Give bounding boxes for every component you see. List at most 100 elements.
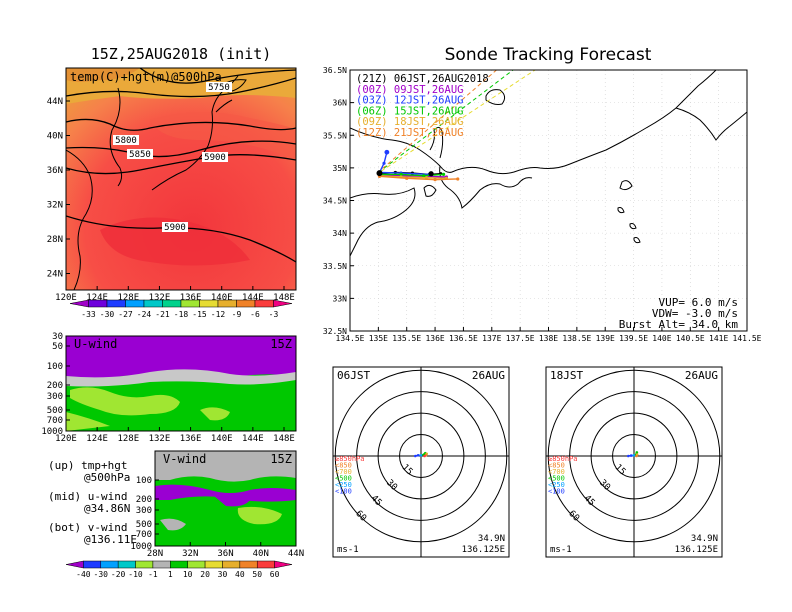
temp500-colorbar-label: -24 [137,310,152,319]
temp500-colorbar-label: -33 [81,310,96,319]
track-title: Sonde Tracking Forecast [445,45,652,65]
track-x-tick-label: 137.5E [506,334,535,343]
temp500-x-ticks: 120E 124E 128E 132E 136E 140E 144E 148E [55,286,295,303]
uwind-easterly-layer [66,336,296,381]
vwind-y-tick-label: 700 [136,530,152,540]
temp500-x-tick-label: 136E [180,293,202,303]
temp500-colorbar-swatch [125,299,145,308]
uwind-y-tick-label: 1000 [41,427,63,437]
track-y-tick-label: 32.5N [323,327,347,336]
temp500-panel: 15Z,25AUG2018 (init) 5750 5800 [47,45,297,319]
vwind-x-tick-label: 36N [217,549,233,559]
vwind-colorbar-label: 1 [168,570,173,579]
track-burst-marker [428,171,434,177]
temp500-x-tick-label: 120E [55,293,77,303]
vwind-colorbar-swatch [83,560,102,569]
polar-hodograph-point [635,451,639,454]
temp500-x-tick-label: 124E [86,293,108,303]
uwind-y-tick-label: 30 [52,332,63,342]
note-bot-2: @136.11E [84,533,137,546]
uwind-y-tick-label: 300 [47,392,63,402]
track-y-tick-label: 34.5N [323,197,347,206]
polar-hodograph-point [626,454,630,458]
vwind-colorbar-swatch [117,560,136,569]
uwind-westerly-patch-2 [66,412,110,431]
uwind-x-ticks: 120E 124E 128E 132E 136E 140E 144E 148E [55,427,295,444]
polar-pressure-legend-item: <500 [335,475,352,483]
track-x-tick-label: 139.5E [619,334,648,343]
track-x-tick-label: 134.5E [336,334,365,343]
vwind-colorbar-swatch [170,560,188,569]
track-x-tick-label: 136.5E [449,334,478,343]
vwind-colorbar-swatch [100,560,119,569]
temp500-y-tick-label: 44N [47,97,63,107]
polar-time-label: 18JST [550,369,583,382]
vwind-x-ticks: 28N 32N 36N 40N 44N [147,542,304,559]
temp500-colorbar-swatch [254,299,274,308]
polar-location-lon: 136.125E [675,545,718,555]
polar-pressure-legend-item: <700 [548,468,565,476]
temp500-contour-label-box [113,135,139,145]
vwind-colorbar-swatch [256,560,275,569]
temp500-colorbar-label: -12 [211,310,226,319]
uwind-x-tick-label: 136E [180,434,202,444]
vwind-light-blob [237,506,282,525]
vwind-neutral-blob [160,518,186,531]
polar-date-label: 26AUG [472,369,505,382]
polar-location-lat: 34.9N [478,534,505,544]
track-coastline-honshu [350,70,747,209]
vwind-colorbar-label: -30 [94,570,109,579]
polar-pressure-legend-item: <850 [335,462,352,470]
temp500-contour-label-box [206,82,232,92]
polar-location-lat: 34.9N [691,534,718,544]
uwind-x-tick-label: 124E [86,434,108,444]
track-legend: (21Z) 06JST,26AUG2018(00Z) 09JST,26AUG(0… [356,73,489,139]
temp500-x-tick-label: 132E [149,293,171,303]
temp500-warm-patch [100,217,250,266]
temp500-warm-stripe [150,111,296,160]
vwind-y-tick-label: 1000 [130,542,152,552]
track-y-tick-label: 33.5N [323,262,347,271]
track-legend-item: (09Z) 18JST,26AUG [356,116,463,128]
temp500-y-tick-label: 24N [47,270,63,280]
temp500-y-tick-label: 40N [47,132,63,142]
uwind-x-tick-label: 148E [273,434,295,444]
vwind-colorbar-swatch [239,560,258,569]
polar-pressure-legend-item: <250 [335,481,352,489]
uwind-westerly-patch [70,387,180,416]
temp500-contour-label: 5850 [129,150,151,160]
track-param-burst: Burst Alt= 34.0 km [619,318,739,331]
temp500-contour-label: 5750 [208,83,230,93]
polar-pressure-legend-item: <850 [548,462,565,470]
temp500-contour-extra [139,68,296,84]
temp500-y-tick-label: 28N [47,235,63,245]
polar-unit-label: ms-1 [337,545,359,555]
track-x-tick-label: 135E [369,334,388,343]
vwind-colorbar-swatch [135,560,154,569]
polar-pressure-legend-item: <100 [335,488,352,496]
polar-unit-label: ms-1 [550,545,572,555]
temp500-colorbar-swatch [143,299,163,308]
track-island-2 [617,207,625,214]
track-x-tick-label: 140E [652,334,671,343]
vwind-colorbar-swatch [152,560,171,569]
temp500-x-tick-label: 128E [117,293,139,303]
polar-location-lon: 136.125E [462,545,505,555]
note-up-2: @500hPa [84,471,130,484]
track-markers [376,149,434,177]
vwind-colorbar-label: 20 [200,570,210,579]
temp500-coastline-china [66,149,93,290]
polar-hodograph-point [635,454,638,458]
vwind-y-tick-label: 100 [136,476,152,486]
vwind-top-neutral [155,451,296,482]
vwind-colorbar-label: 50 [252,570,262,579]
vwind-y-tick-label: 200 [136,495,152,505]
vwind-x-tick-label: 32N [182,549,198,559]
polar-pressure-legend-item: <250 [548,481,565,489]
temp500-contour-label-box [202,152,228,162]
vwind-colorbar-label: -10 [128,570,143,579]
vwind-y-tick-label: 300 [136,506,152,516]
temp500-contour-label: 5800 [115,136,137,146]
